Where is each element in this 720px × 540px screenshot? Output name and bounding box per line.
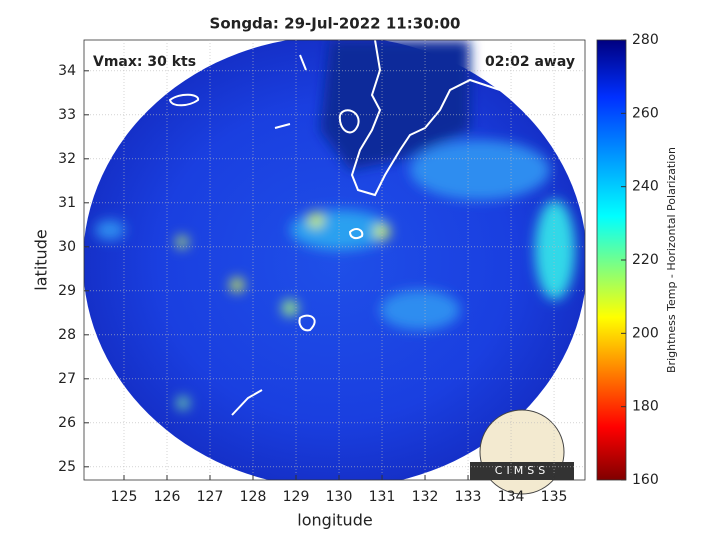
y-tick-label: 25 [58,459,76,475]
y-tick-label: 34 [58,63,76,79]
colorbar-tick-label: 160 [632,472,659,488]
colorbar-tick-label: 220 [632,252,659,268]
colorbar-tick-label: 180 [632,399,659,415]
colorbar-tick-label: 200 [632,325,659,341]
plot-frame [83,39,586,481]
chart-title: Songda: 29-Jul-2022 11:30:00 [210,15,461,33]
y-tick-label: 33 [58,107,76,123]
annotation: 02:02 away [485,54,575,70]
x-tick-label: 133 [455,489,482,505]
y-tick-label: 31 [58,195,76,211]
annotation: Vmax: 30 kts [93,54,196,70]
x-tick-label: 130 [326,489,353,505]
x-tick-label: 127 [197,489,224,505]
x-tick-label: 128 [240,489,267,505]
y-tick-label: 27 [58,371,76,387]
x-tick-label: 129 [283,489,310,505]
y-tick-label: 29 [58,283,76,299]
x-tick-label: 125 [111,489,138,505]
imagery [84,40,585,480]
colorbar-tick-label: 260 [632,105,659,121]
x-tick-label: 126 [154,489,181,505]
y-tick-label: 28 [58,327,76,343]
x-tick-label: 135 [541,489,568,505]
y-tick-label: 30 [58,239,76,255]
y-tick-label: 26 [58,415,76,431]
colorbar-tick-label: 280 [632,32,659,48]
convection [95,40,575,409]
x-tick-label: 134 [498,489,525,505]
logo-text: CIMSS [495,464,549,477]
x-tick-label: 132 [412,489,439,505]
coastline [168,40,585,416]
y-axis-label: latitude [32,229,51,290]
x-tick-label: 131 [369,489,396,505]
y-tick-label: 32 [58,151,76,167]
x-axis-label: longitude [297,511,372,530]
colorbar-label: Brightness Temp - Horizontal Polarizatio… [665,147,678,373]
colorbar-tick-label: 240 [632,179,659,195]
